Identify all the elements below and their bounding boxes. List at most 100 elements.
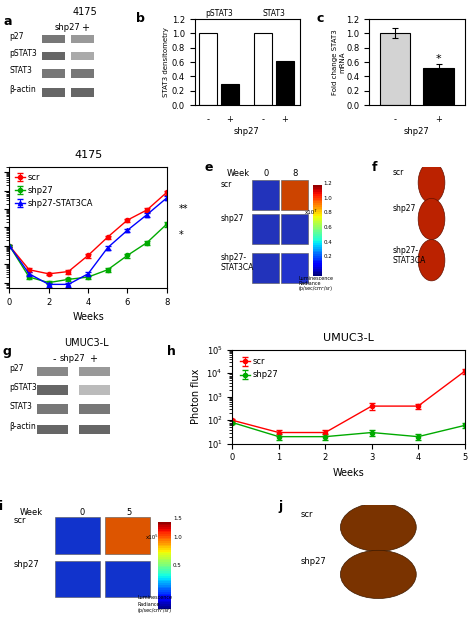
Text: 1.0: 1.0 bbox=[323, 196, 332, 201]
Text: 1.5: 1.5 bbox=[173, 516, 182, 521]
Bar bbox=[158, 538, 171, 540]
Text: b: b bbox=[137, 12, 146, 25]
Bar bbox=[158, 602, 171, 604]
Bar bbox=[42, 34, 65, 43]
Bar bbox=[313, 203, 322, 205]
Bar bbox=[158, 547, 171, 548]
Bar bbox=[42, 88, 65, 96]
Bar bbox=[37, 404, 68, 413]
Legend: scr, shp27, shp27-STAT3CA: scr, shp27, shp27-STAT3CA bbox=[14, 171, 95, 210]
Bar bbox=[105, 561, 150, 597]
Bar bbox=[313, 274, 322, 276]
Bar bbox=[313, 236, 322, 238]
Text: shp27: shp27 bbox=[221, 214, 244, 223]
Bar bbox=[158, 550, 171, 552]
Bar bbox=[313, 219, 322, 221]
Text: UMUC3-L: UMUC3-L bbox=[64, 338, 109, 348]
Text: 0: 0 bbox=[79, 508, 84, 517]
Bar bbox=[313, 256, 322, 258]
Bar bbox=[313, 185, 322, 187]
Bar bbox=[79, 385, 110, 395]
Bar bbox=[158, 569, 171, 571]
Bar bbox=[313, 234, 322, 236]
Bar bbox=[158, 526, 171, 527]
Text: -: - bbox=[56, 23, 60, 34]
Text: p27: p27 bbox=[9, 364, 24, 373]
Bar bbox=[79, 404, 110, 413]
Text: pSTAT3: pSTAT3 bbox=[9, 383, 37, 392]
Text: 0.6: 0.6 bbox=[323, 225, 332, 230]
Bar bbox=[313, 192, 322, 194]
Bar bbox=[254, 34, 272, 105]
Bar bbox=[313, 249, 322, 250]
Bar bbox=[313, 242, 322, 243]
Y-axis label: STAT3 densitometry: STAT3 densitometry bbox=[163, 27, 169, 97]
Text: shp27: shp27 bbox=[14, 560, 39, 569]
Bar bbox=[158, 566, 171, 567]
Text: (p/sec/cm²/sr): (p/sec/cm²/sr) bbox=[138, 609, 172, 614]
Bar bbox=[42, 52, 65, 60]
Bar bbox=[158, 586, 171, 588]
Bar bbox=[158, 564, 171, 566]
Text: pSTAT3: pSTAT3 bbox=[9, 49, 37, 58]
Bar bbox=[158, 553, 171, 555]
Text: 0.2: 0.2 bbox=[323, 254, 332, 259]
X-axis label: Weeks: Weeks bbox=[333, 468, 365, 478]
Bar bbox=[313, 214, 322, 216]
Text: Week: Week bbox=[20, 508, 43, 517]
Circle shape bbox=[340, 503, 416, 552]
Bar bbox=[313, 245, 322, 247]
Bar bbox=[158, 573, 171, 574]
Text: c: c bbox=[317, 12, 324, 25]
Bar bbox=[79, 366, 110, 376]
Bar bbox=[313, 212, 322, 214]
Text: h: h bbox=[167, 345, 176, 358]
Bar bbox=[313, 250, 322, 252]
Bar bbox=[252, 253, 279, 283]
Text: shp27: shp27 bbox=[404, 127, 430, 136]
Bar bbox=[158, 560, 171, 562]
Bar bbox=[158, 581, 171, 583]
Text: a: a bbox=[4, 15, 12, 28]
Text: 0: 0 bbox=[264, 169, 269, 178]
Text: 1.2: 1.2 bbox=[323, 181, 332, 186]
Bar bbox=[313, 265, 322, 267]
Bar bbox=[158, 595, 171, 597]
Bar bbox=[158, 533, 171, 534]
Text: p27: p27 bbox=[9, 32, 24, 41]
Text: 0.5: 0.5 bbox=[173, 563, 182, 568]
Bar bbox=[158, 559, 171, 560]
Bar bbox=[313, 216, 322, 217]
Text: 5: 5 bbox=[127, 508, 132, 517]
Bar bbox=[158, 531, 171, 533]
Bar bbox=[158, 543, 171, 545]
Bar bbox=[313, 259, 322, 261]
Text: Radiance: Radiance bbox=[138, 602, 160, 607]
Bar bbox=[158, 583, 171, 585]
Text: Luminescence: Luminescence bbox=[299, 276, 334, 281]
Bar bbox=[158, 579, 171, 581]
Text: *: * bbox=[436, 53, 441, 63]
Bar bbox=[313, 238, 322, 240]
Text: Luminescence: Luminescence bbox=[138, 595, 173, 600]
Text: STAT3: STAT3 bbox=[263, 9, 285, 18]
Bar bbox=[313, 231, 322, 232]
Text: 4175: 4175 bbox=[73, 8, 98, 17]
Circle shape bbox=[418, 198, 445, 240]
Text: scr: scr bbox=[301, 510, 313, 519]
Bar bbox=[71, 52, 94, 60]
Bar bbox=[158, 548, 171, 550]
Bar bbox=[313, 269, 322, 271]
Circle shape bbox=[418, 162, 445, 203]
Text: 0.8: 0.8 bbox=[323, 210, 332, 216]
Text: scr: scr bbox=[14, 516, 26, 526]
Bar bbox=[158, 585, 171, 586]
Bar bbox=[158, 529, 171, 531]
Bar bbox=[281, 253, 309, 283]
Bar bbox=[158, 599, 171, 601]
Bar bbox=[313, 273, 322, 274]
Bar bbox=[158, 571, 171, 573]
Text: 1.0: 1.0 bbox=[173, 534, 182, 540]
Text: scr: scr bbox=[221, 180, 232, 189]
Bar bbox=[252, 214, 279, 245]
